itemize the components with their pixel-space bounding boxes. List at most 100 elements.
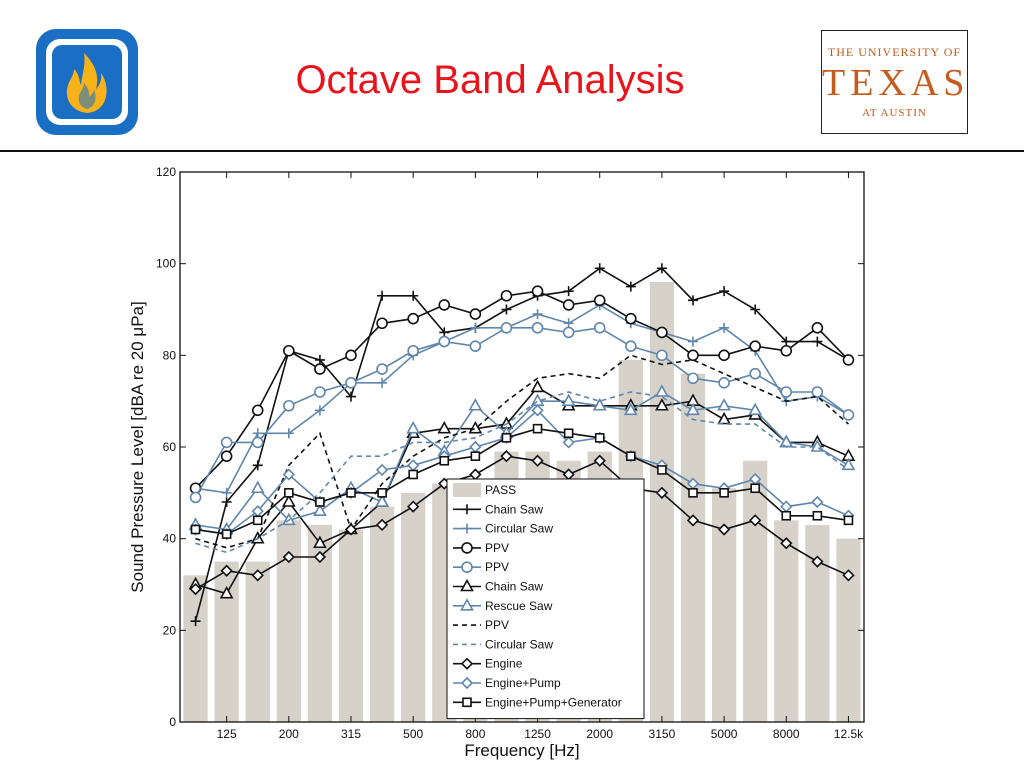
- data-point: [842, 354, 855, 366]
- bar-pass: [836, 538, 861, 722]
- series-line: [195, 391, 849, 531]
- data-point: [781, 336, 792, 347]
- data-point: [718, 349, 730, 362]
- legend-label: Engine: [485, 657, 523, 671]
- data-point: [531, 322, 544, 334]
- data-point: [345, 377, 357, 389]
- data-point: [531, 285, 544, 297]
- legend-label: Engine+Pump: [485, 676, 561, 690]
- y-axis-label: Sound Pressure Level [dBA re 20 μPa]: [128, 301, 147, 592]
- data-point: [461, 561, 473, 574]
- y-tick-label: 0: [169, 715, 176, 729]
- data-point: [655, 486, 669, 499]
- data-point: [345, 349, 357, 362]
- data-point: [375, 463, 389, 477]
- data-point: [687, 349, 699, 362]
- data-point: [748, 402, 763, 416]
- series-4: [189, 322, 855, 504]
- legend-entry: Engine: [453, 657, 523, 671]
- series-3: [189, 285, 855, 495]
- series-line: [195, 354, 850, 549]
- data-point: [219, 586, 234, 599]
- data-point: [687, 372, 699, 385]
- data-point: [843, 515, 854, 526]
- series-1: [190, 263, 854, 627]
- legend: PASS Chain Saw Circular Saw PPV PPV Chain Saw…: [446, 478, 645, 720]
- data-point: [462, 523, 472, 534]
- data-point: [375, 494, 389, 507]
- data-point: [407, 312, 419, 325]
- data-point: [252, 515, 263, 526]
- data-point: [281, 494, 296, 507]
- data-point: [562, 436, 575, 449]
- data-point: [376, 363, 388, 375]
- data-point: [780, 386, 793, 398]
- series-line: [194, 267, 849, 622]
- data-point: [221, 529, 232, 539]
- series-8: [195, 391, 849, 554]
- data-point: [438, 335, 451, 348]
- data-point: [719, 286, 730, 297]
- data-point: [686, 514, 700, 527]
- data-point: [780, 344, 793, 357]
- data-point: [530, 379, 545, 393]
- data-point: [315, 497, 325, 507]
- data-point: [501, 433, 512, 443]
- bar-pass: [245, 561, 270, 722]
- y-tick-label: 60: [163, 440, 177, 454]
- legend-label: PPV: [485, 618, 509, 632]
- data-point: [408, 290, 419, 301]
- data-point: [626, 451, 636, 461]
- bar-pass: [214, 561, 239, 722]
- data-point: [717, 411, 731, 425]
- legend-entry: PPV: [453, 560, 509, 574]
- data-point: [749, 514, 762, 527]
- legend-label: Circular Saw: [485, 522, 553, 536]
- data-point: [313, 535, 327, 549]
- legend-entry: Engine+Pump: [453, 676, 561, 690]
- data-point: [377, 377, 388, 388]
- data-point: [811, 555, 824, 568]
- legend-entry: PPV: [453, 541, 509, 555]
- data-point: [220, 564, 233, 577]
- legend-entry: Engine+Pump+Generator: [453, 695, 622, 709]
- data-point: [282, 468, 295, 481]
- data-point: [469, 308, 482, 320]
- data-point: [283, 428, 294, 439]
- legend-entry: Circular Saw: [453, 637, 553, 651]
- data-point: [719, 322, 730, 333]
- data-point: [439, 327, 450, 338]
- bar-pass: [401, 492, 426, 722]
- data-point: [377, 290, 388, 301]
- data-point: [460, 578, 474, 592]
- y-tick-label: 40: [163, 532, 177, 546]
- legend-box: [446, 478, 645, 720]
- data-point: [377, 488, 387, 498]
- data-point: [717, 398, 731, 411]
- data-point: [460, 657, 474, 670]
- x-tick-label: 8000: [773, 727, 800, 741]
- data-point: [561, 393, 576, 406]
- y-tick-label: 80: [163, 348, 177, 362]
- data-point: [593, 294, 606, 307]
- data-point: [656, 349, 668, 362]
- legend-label: Circular Saw: [485, 637, 553, 651]
- data-point: [750, 483, 760, 494]
- legend-label: PPV: [485, 541, 509, 555]
- legend-entry: PASS: [453, 483, 516, 497]
- data-point: [251, 436, 264, 449]
- bar-pass: [743, 460, 768, 722]
- x-tick-label: 3150: [649, 727, 676, 741]
- data-point: [688, 295, 698, 306]
- bar-pass: [805, 524, 830, 722]
- legend-entry: Circular Saw: [453, 522, 553, 536]
- data-point: [812, 336, 823, 347]
- bar-pass: [680, 373, 706, 722]
- data-point: [532, 309, 543, 320]
- data-point: [842, 409, 855, 421]
- series-10: [189, 404, 855, 541]
- data-point: [189, 491, 202, 504]
- data-point: [469, 340, 482, 352]
- legend-entry: Chain Saw: [453, 578, 543, 594]
- data-point: [501, 304, 512, 315]
